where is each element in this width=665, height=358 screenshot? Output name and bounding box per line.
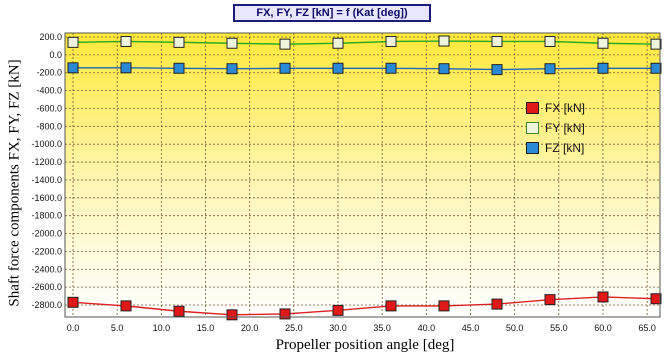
plot-background (65, 33, 660, 317)
x-tick-label: 35.0 (373, 323, 391, 333)
x-tick-label: 20.0 (241, 323, 259, 333)
data-point-fz (491, 64, 503, 76)
data-point-fx (438, 300, 450, 312)
y-tick-label: -2000.0 (31, 229, 62, 239)
y-tick-label: -1800.0 (31, 211, 62, 221)
data-point-fz (438, 63, 450, 75)
data-point-fx (597, 291, 609, 303)
y-tick-label: -2400.0 (31, 264, 62, 274)
data-point-fz (544, 63, 556, 75)
x-tick-label: 25.0 (285, 323, 303, 333)
x-tick-label: 65.0 (638, 323, 656, 333)
y-tick-label: -2200.0 (31, 246, 62, 256)
x-tick-label: 40.0 (418, 323, 436, 333)
data-point-fz (650, 62, 662, 74)
series-line-fz (73, 67, 656, 71)
y-tick-label: -2600.0 (31, 282, 62, 292)
legend-swatch-fx (526, 102, 539, 114)
data-point-fz (385, 62, 397, 74)
data-point-fy (438, 35, 450, 47)
data-point-fy (279, 38, 291, 50)
data-point-fy (120, 35, 132, 47)
series-layer (67, 35, 662, 321)
y-tick-label: -2800.0 (31, 300, 62, 310)
data-point-fz (173, 62, 185, 74)
data-point-fx (279, 308, 291, 320)
x-tick-label: 10.0 (153, 323, 171, 333)
legend: FX [kN] FY [kN] FZ [kN] (526, 98, 585, 158)
x-tick-label: 60.0 (594, 323, 612, 333)
y-tick-label: -1000.0 (31, 139, 62, 149)
legend-label-fz: FZ [kN] (545, 141, 585, 155)
y-tick-label: -400.0 (36, 86, 62, 96)
data-point-fz (597, 62, 609, 74)
tick-labels: 200.0 0.0 -200.0 -400.0 -600.0 -800.0 -1000.0 -… (31, 32, 655, 333)
x-tick-label: 50.0 (506, 323, 524, 333)
data-point-fz (67, 62, 79, 74)
series-line-fx (72, 296, 657, 316)
grid-lines (65, 33, 660, 317)
x-tick-label: 55.0 (550, 323, 568, 333)
y-tick-label: -1400.0 (31, 175, 62, 185)
data-point-fz (279, 62, 291, 74)
data-point-fy (226, 37, 238, 49)
data-point-fx (226, 309, 238, 321)
y-tick-label: -800.0 (36, 121, 62, 131)
data-point-fy (650, 38, 662, 50)
legend-label-fx: FX [kN] (545, 101, 586, 115)
data-point-fx (173, 305, 185, 317)
x-tick-label: 45.0 (462, 323, 480, 333)
data-point-fz (332, 62, 344, 74)
data-point-fy (544, 35, 556, 47)
data-point-fy (597, 37, 609, 49)
legend-item-fz: FZ [kN] (526, 138, 585, 158)
data-point-fy (173, 36, 185, 48)
legend-swatch-fy (526, 122, 539, 134)
data-point-fx (385, 300, 397, 312)
data-point-fx (544, 294, 556, 306)
data-point-fx (120, 300, 132, 312)
data-point-fy (385, 35, 397, 47)
legend-item-fy: FY [kN] (526, 118, 585, 138)
data-point-fx (332, 304, 344, 316)
data-point-fx (491, 298, 503, 310)
y-tick-label: -600.0 (36, 103, 62, 113)
data-point-fz (226, 63, 238, 75)
series-line-fy (72, 40, 657, 45)
legend-swatch-fz (526, 142, 539, 154)
y-axis-label: Shaft force components FX, FY, FZ [kN] (6, 59, 23, 307)
chart-title: FX, FY, FZ [kN] = f (Kat [deg]) (233, 4, 431, 22)
x-tick-label: 30.0 (329, 323, 347, 333)
data-point-fz (120, 62, 132, 74)
legend-item-fx: FX [kN] (526, 98, 585, 118)
data-point-fy (332, 37, 344, 49)
plot-frame (64, 32, 661, 318)
x-axis-label: Propeller position angle [deg] (275, 337, 455, 353)
data-point-fx (67, 296, 79, 308)
legend-label-fy: FY [kN] (545, 121, 585, 135)
y-tick-label: -1600.0 (31, 193, 62, 203)
x-tick-label: 15.0 (197, 323, 215, 333)
data-point-fx (650, 293, 662, 305)
y-tick-label: -200.0 (36, 68, 62, 78)
x-tick-label: 5.0 (111, 323, 124, 333)
y-tick-label: -1200.0 (31, 157, 62, 167)
y-tick-label: 200.0 (39, 32, 62, 42)
data-point-fy (67, 36, 79, 48)
data-point-fy (491, 35, 503, 47)
x-tick-label: 0.0 (67, 323, 80, 333)
y-tick-label: 0.0 (49, 50, 62, 60)
